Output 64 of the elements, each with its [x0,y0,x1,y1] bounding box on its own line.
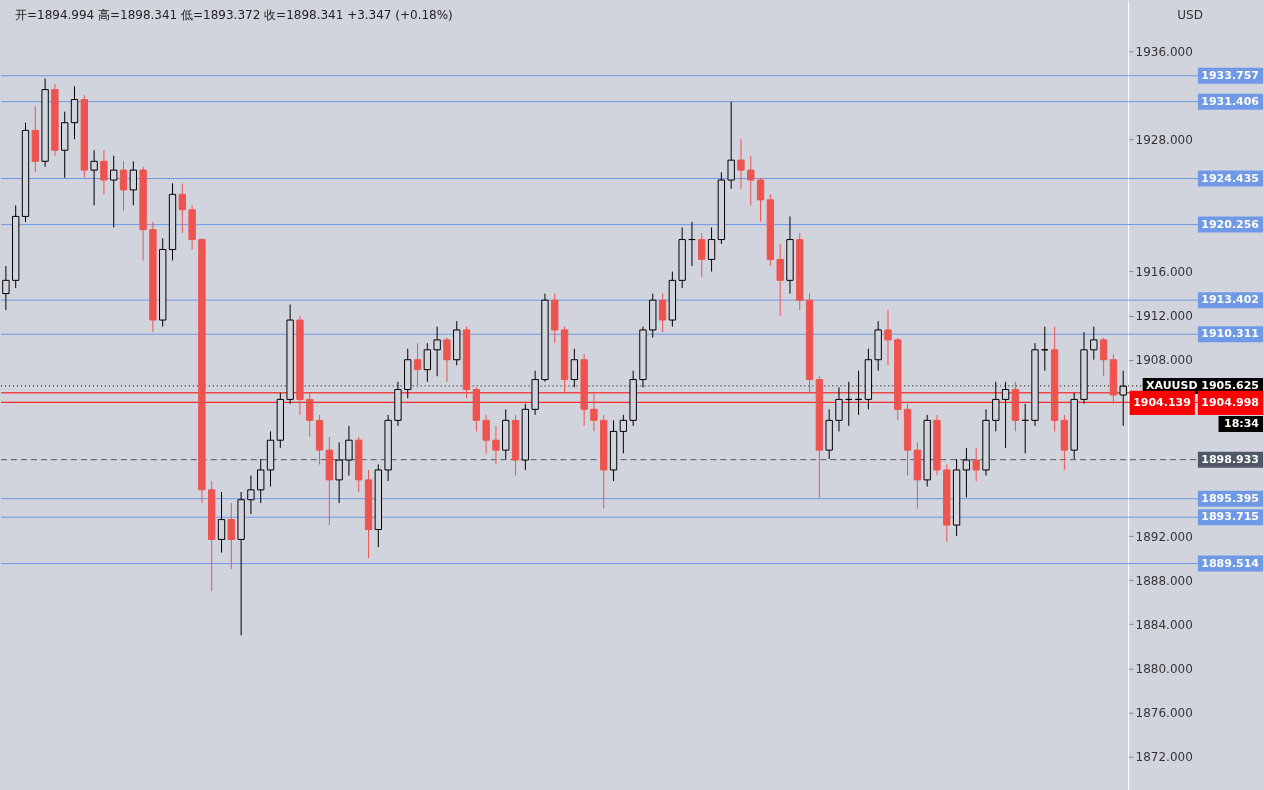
candlestick [413,342,422,388]
candlestick [1001,381,1010,449]
candlestick [345,425,353,476]
candlestick [443,337,451,383]
ref-line-label: 1913.402 [1201,293,1259,307]
ref-line-label: 1924.435 [1201,171,1259,185]
y-tick-label: 1880.000 [1135,661,1193,676]
candlestick [590,392,598,432]
candlestick [119,160,128,212]
y-tick-label: 1928.000 [1135,132,1193,147]
candlestick [247,474,255,515]
y-tick-label: 1912.000 [1135,309,1193,324]
ref-line-label: XAUUSD 1905.625 [1146,378,1259,392]
candlestick [972,447,980,482]
candlestick [90,149,98,206]
ref-line-label: 1933.757 [1201,68,1259,82]
candlestick [433,326,441,377]
ref-line-label: 1898.933 [1201,452,1259,466]
candlestick [100,149,108,195]
candlestick [423,342,432,383]
candlestick [756,177,765,223]
ref-line-label: 1920.256 [1201,217,1260,231]
ref-line-label: 1931.406 [1201,94,1260,108]
candlestick [619,414,628,454]
candlestick [698,232,706,278]
y-tick-label: 1892.000 [1135,529,1193,544]
candlestick [129,160,137,206]
y-tick-label: 1888.000 [1135,573,1193,588]
candlestick [110,155,118,228]
candlestick [776,243,784,317]
ref-line-label: 1904.998 [1201,395,1259,409]
candlestick [178,182,186,234]
candlestick [70,85,79,140]
candlestick [727,101,735,190]
candlestick [962,447,971,499]
candlestick [707,226,716,273]
ref-line-label: 1893.715 [1201,510,1259,524]
text: 开=1894.994 高=1898.341 低=1893.372 收=1898.341 +3.347 (+0.18%) [14,8,453,23]
y-tick-label: 1884.000 [1135,617,1193,632]
candlestick [335,441,343,504]
candlestick [482,414,490,454]
ref-line-label: 1895.395 [1201,491,1259,505]
y-tick-label: 1916.000 [1135,265,1193,280]
ref-line-label: 1904.139 [1133,395,1191,409]
candlestick [737,138,745,190]
ref-line-label: 1910.311 [1201,327,1259,341]
candlestick [492,425,500,465]
y-tick-label: 1908.000 [1135,353,1193,368]
y-tick-label: 1872.000 [1135,750,1193,765]
text: 18:34 [1224,416,1260,430]
ref-line-label: 1889.514 [1201,556,1260,570]
candlestick [306,392,314,438]
y-axis-title: USD [1177,8,1203,23]
candlestick [747,155,755,206]
candlestick [658,293,667,333]
candlestick [1099,337,1108,377]
candlestick [227,502,236,570]
candlestick [257,458,265,504]
y-tick-label: 1876.000 [1135,706,1193,721]
y-tick-label: 1936.000 [1135,44,1193,59]
candlestick [884,309,892,366]
candlestick [217,491,226,554]
candlestick [835,386,843,432]
candlestick [1090,326,1098,361]
